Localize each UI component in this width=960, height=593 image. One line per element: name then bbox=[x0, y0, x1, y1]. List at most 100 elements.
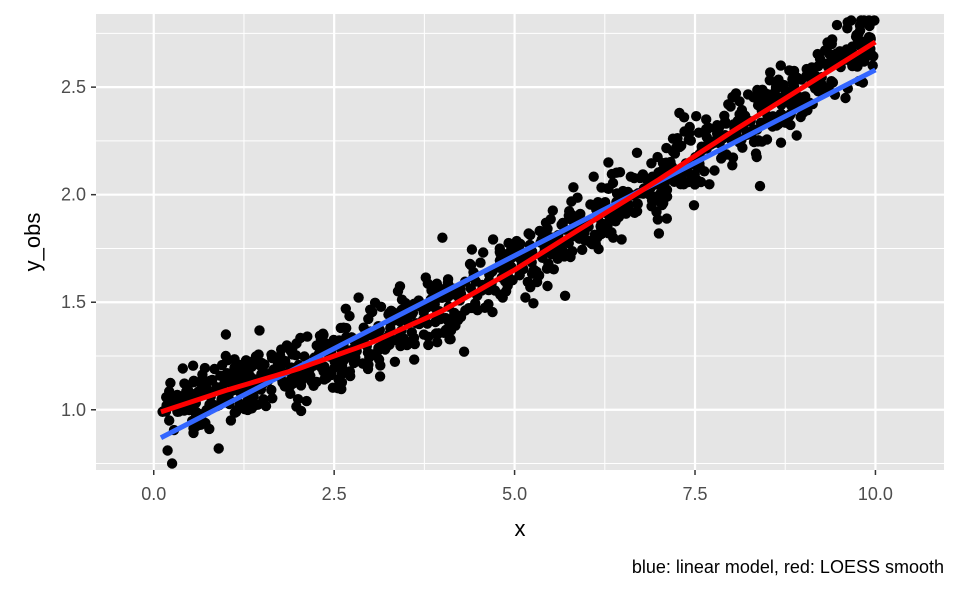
data-point bbox=[487, 234, 499, 245]
data-point bbox=[348, 357, 360, 369]
data-point bbox=[767, 89, 778, 100]
data-point bbox=[603, 157, 614, 168]
data-point bbox=[773, 74, 784, 85]
data-point bbox=[608, 232, 619, 243]
data-point bbox=[494, 246, 505, 258]
data-point bbox=[699, 166, 710, 177]
data-point bbox=[737, 142, 748, 153]
data-point bbox=[231, 404, 242, 416]
data-point bbox=[196, 382, 208, 394]
data-point bbox=[215, 370, 226, 381]
data-point bbox=[363, 313, 374, 325]
data-point bbox=[433, 328, 444, 339]
data-point bbox=[540, 217, 552, 228]
loess-fit-line bbox=[160, 39, 877, 415]
data-point bbox=[242, 404, 253, 416]
data-point bbox=[685, 135, 696, 146]
data-point bbox=[179, 378, 190, 389]
data-point bbox=[181, 386, 192, 397]
data-point bbox=[431, 278, 443, 289]
data-point bbox=[187, 360, 199, 371]
data-point bbox=[299, 351, 310, 362]
data-point bbox=[246, 361, 257, 372]
data-point bbox=[197, 369, 208, 380]
data-point bbox=[423, 339, 434, 351]
data-point bbox=[164, 386, 175, 397]
data-point bbox=[204, 423, 215, 435]
data-point bbox=[795, 111, 806, 123]
data-point bbox=[332, 383, 344, 394]
data-point bbox=[295, 332, 306, 344]
y-tick-label: 2.0 bbox=[61, 185, 86, 205]
x-tick-label: 5.0 bbox=[502, 484, 527, 504]
data-point bbox=[701, 132, 712, 143]
data-point bbox=[765, 67, 776, 78]
data-point bbox=[689, 169, 700, 180]
data-point bbox=[287, 349, 298, 360]
data-point bbox=[585, 237, 597, 249]
data-point bbox=[742, 89, 754, 100]
data-point bbox=[572, 192, 583, 203]
data-point bbox=[847, 60, 858, 72]
y-axis-title: y_obs bbox=[20, 213, 45, 272]
data-point bbox=[478, 247, 489, 258]
data-point bbox=[646, 195, 658, 206]
data-point bbox=[730, 88, 742, 99]
data-point bbox=[432, 337, 443, 348]
data-point bbox=[611, 188, 623, 199]
data-point bbox=[252, 399, 264, 410]
data-point bbox=[652, 151, 663, 163]
data-point bbox=[764, 75, 775, 86]
data-point bbox=[596, 228, 607, 240]
data-point bbox=[547, 205, 558, 216]
data-point bbox=[631, 147, 643, 158]
data-point bbox=[303, 372, 315, 383]
data-point bbox=[329, 362, 340, 373]
data-point bbox=[716, 153, 727, 164]
data-point bbox=[418, 329, 430, 340]
data-point bbox=[632, 198, 643, 209]
y-axis-ticks: 1.0 1.5 2.0 2.5 bbox=[61, 77, 96, 420]
data-point bbox=[610, 216, 621, 227]
data-point bbox=[565, 251, 576, 263]
data-point bbox=[701, 114, 712, 125]
data-point bbox=[220, 329, 232, 340]
data-point bbox=[213, 443, 224, 454]
data-point bbox=[466, 244, 478, 255]
data-point bbox=[514, 270, 525, 281]
data-point bbox=[357, 358, 368, 369]
data-point bbox=[691, 111, 702, 122]
data-point bbox=[233, 374, 245, 385]
data-point bbox=[396, 294, 408, 305]
data-point bbox=[165, 377, 176, 389]
data-point bbox=[381, 341, 393, 352]
data-point bbox=[166, 458, 178, 469]
data-point bbox=[712, 120, 723, 131]
data-point bbox=[669, 176, 680, 187]
data-point bbox=[840, 92, 851, 104]
data-point bbox=[267, 393, 278, 404]
data-point bbox=[422, 278, 433, 289]
data-point bbox=[678, 112, 690, 123]
data-point bbox=[268, 364, 279, 375]
data-point bbox=[301, 395, 312, 407]
data-point bbox=[727, 152, 739, 163]
data-point bbox=[602, 183, 613, 194]
data-point bbox=[188, 427, 199, 439]
data-point bbox=[791, 130, 802, 141]
data-point bbox=[585, 199, 596, 210]
data-point bbox=[701, 124, 713, 135]
data-point bbox=[341, 322, 352, 334]
data-point bbox=[661, 213, 672, 224]
data-point bbox=[672, 133, 683, 144]
data-point bbox=[365, 304, 376, 315]
data-point bbox=[479, 302, 491, 313]
data-point bbox=[525, 229, 536, 241]
data-point bbox=[279, 357, 291, 368]
grid-lines bbox=[96, 14, 944, 470]
data-point bbox=[475, 257, 486, 268]
data-point bbox=[787, 99, 798, 111]
data-point bbox=[531, 276, 543, 288]
data-point bbox=[392, 286, 404, 297]
data-point bbox=[333, 374, 344, 385]
